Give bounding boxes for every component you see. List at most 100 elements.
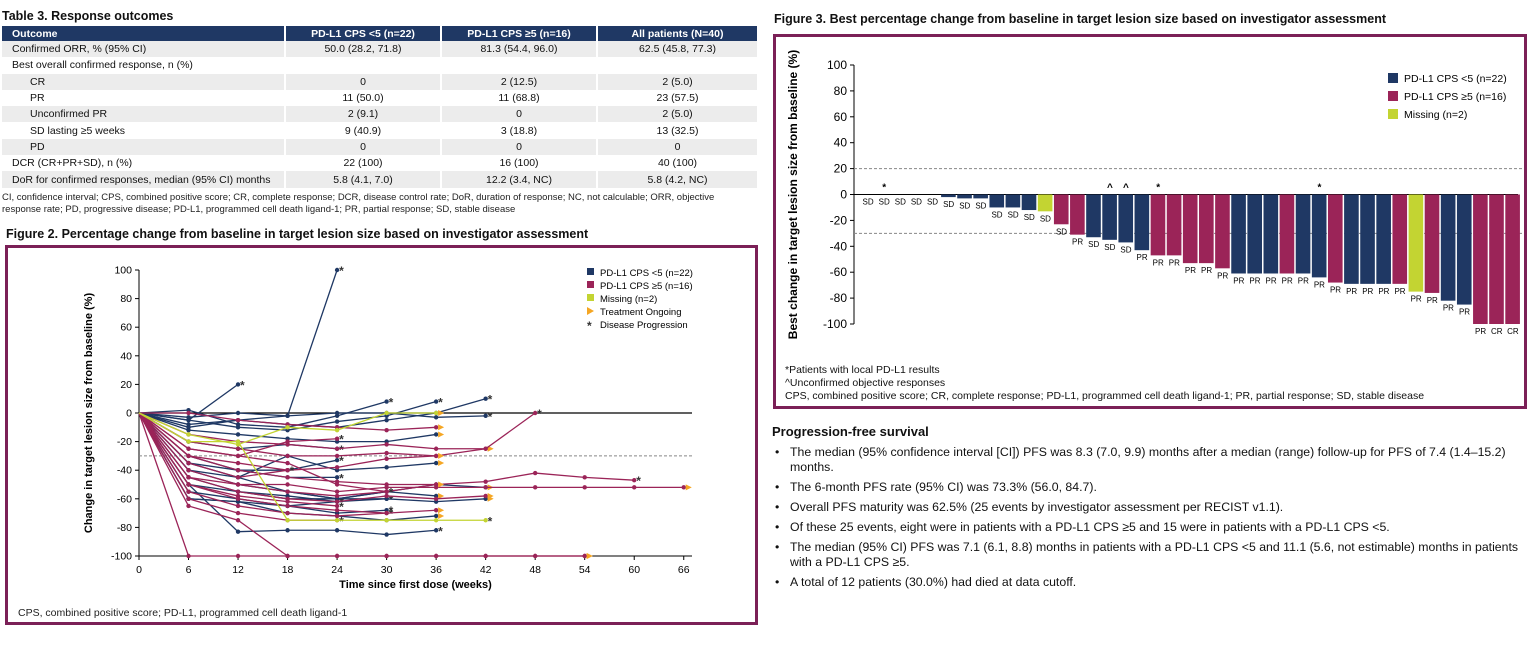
fig3-title: Figure 3. Best percentage change from ba… — [774, 12, 1386, 26]
bar — [1392, 194, 1408, 284]
cell: 2 (12.5) — [441, 73, 598, 90]
data-point — [186, 446, 191, 451]
progression-marker: * — [389, 493, 394, 507]
data-point — [235, 442, 241, 447]
ongoing-marker — [438, 481, 445, 488]
data-point — [186, 503, 191, 509]
data-point — [285, 528, 290, 533]
table-row: DCR (CR+PR+SD), n (%) 22 (100) 16 (100) 40 … — [2, 155, 759, 172]
fig3-footnote: ^Unconfirmed objective responses — [785, 377, 946, 389]
bar — [1360, 194, 1375, 284]
progression-marker: * — [240, 378, 245, 392]
y-tick-label: -80 — [117, 522, 132, 534]
y-tick-label: -60 — [830, 265, 848, 279]
ongoing-marker — [438, 512, 445, 519]
data-point — [433, 518, 439, 523]
progression-marker: * — [488, 410, 493, 424]
row-label: CR — [2, 73, 286, 90]
data-point — [384, 465, 389, 470]
data-point — [334, 482, 340, 487]
bar-label: PR — [1411, 295, 1422, 304]
series-line — [138, 412, 387, 493]
series-line — [138, 412, 585, 557]
data-point — [384, 450, 389, 456]
bar-label: PR — [1249, 276, 1260, 285]
data-point — [384, 399, 389, 404]
progression-marker: * — [488, 393, 493, 407]
y-tick-label: 40 — [120, 350, 132, 362]
data-point — [334, 465, 340, 470]
data-point — [285, 439, 290, 444]
bar-label: PR — [1217, 271, 1228, 280]
table-header-cps-low: PD-L1 CPS <5 (n=22) — [285, 26, 442, 41]
bar-label: PR — [1362, 287, 1373, 296]
data-point — [186, 553, 191, 559]
progression-marker: * — [290, 464, 295, 478]
bar — [1424, 194, 1440, 293]
cell: 2 (5.0) — [597, 73, 759, 90]
bar-label: PR — [1282, 276, 1293, 285]
bar — [1037, 194, 1053, 212]
bar — [1182, 194, 1198, 264]
pfs-bullet: Overall PFS maturity was 62.5% (25 event… — [772, 500, 1527, 515]
bar-marker: ^ — [1123, 183, 1129, 194]
data-point — [483, 553, 488, 559]
data-point — [433, 432, 439, 437]
bar — [1505, 194, 1520, 324]
progression-marker: * — [389, 504, 394, 518]
bar — [1440, 194, 1456, 301]
data-point — [186, 432, 191, 437]
data-point — [285, 499, 290, 504]
bar — [1489, 194, 1504, 324]
data-point — [334, 457, 340, 463]
progression-marker: * — [339, 454, 344, 468]
data-point — [186, 415, 191, 420]
bar-label: SD — [1008, 210, 1019, 219]
data-point — [334, 427, 340, 433]
data-point — [384, 417, 389, 423]
fig3-chart: 100 80 60 40 20 0 -20 -40 -60 -80 -100 Best change … — [786, 50, 1524, 339]
progression-marker: * — [438, 396, 443, 410]
progression-marker: * — [389, 486, 394, 500]
data-point — [334, 475, 340, 480]
cell: 0 — [597, 138, 759, 156]
progression-marker: * — [339, 443, 344, 457]
bar-label: PR — [1330, 286, 1341, 295]
fig2-chart: 100 80 60 40 20 0 -20 -40 -60 -80 -100 0 6 12 18 24 30 36… — [83, 264, 693, 591]
ongoing-marker — [438, 452, 445, 459]
bar-label: SD — [943, 200, 954, 209]
row-label: DCR (CR+PR+SD), n (%) — [2, 155, 286, 172]
bar-label: PR — [1169, 258, 1180, 267]
data-point — [384, 427, 389, 433]
series-line — [138, 412, 585, 557]
bar-marker: ^ — [1107, 183, 1113, 194]
bar — [1408, 194, 1424, 292]
pfs-list: The median (95% confidence interval [CI]… — [772, 445, 1527, 595]
data-point — [384, 485, 389, 490]
y-tick-label: -80 — [830, 291, 848, 305]
data-point — [632, 485, 637, 490]
data-point — [285, 413, 290, 419]
data-point — [334, 446, 340, 451]
bar — [1279, 194, 1295, 274]
bar-label: PR — [1298, 276, 1309, 285]
bar-label: PR — [1185, 266, 1196, 275]
row-label: DoR for confirmed responses, median (95%… — [2, 171, 286, 188]
data-point — [285, 453, 290, 459]
legend-label: PD-L1 CPS <5 (n=22) — [1404, 73, 1507, 85]
bar — [1118, 194, 1134, 243]
bar-label: PR — [1475, 327, 1486, 336]
data-point — [483, 485, 488, 490]
bar-marker: * — [1317, 183, 1321, 194]
legend-swatch — [587, 307, 594, 315]
bar — [1456, 194, 1472, 305]
y-tick-label: 100 — [114, 265, 132, 277]
cell: 3 (18.8) — [441, 122, 598, 139]
y-tick-label: 60 — [834, 110, 848, 124]
bar — [1344, 194, 1359, 284]
bar — [1070, 194, 1085, 235]
x-axis-label: Time since first dose (weeks) — [339, 579, 492, 591]
bar-label: PR — [1072, 238, 1083, 247]
y-tick-label: -60 — [117, 493, 132, 505]
data-point — [433, 425, 439, 430]
